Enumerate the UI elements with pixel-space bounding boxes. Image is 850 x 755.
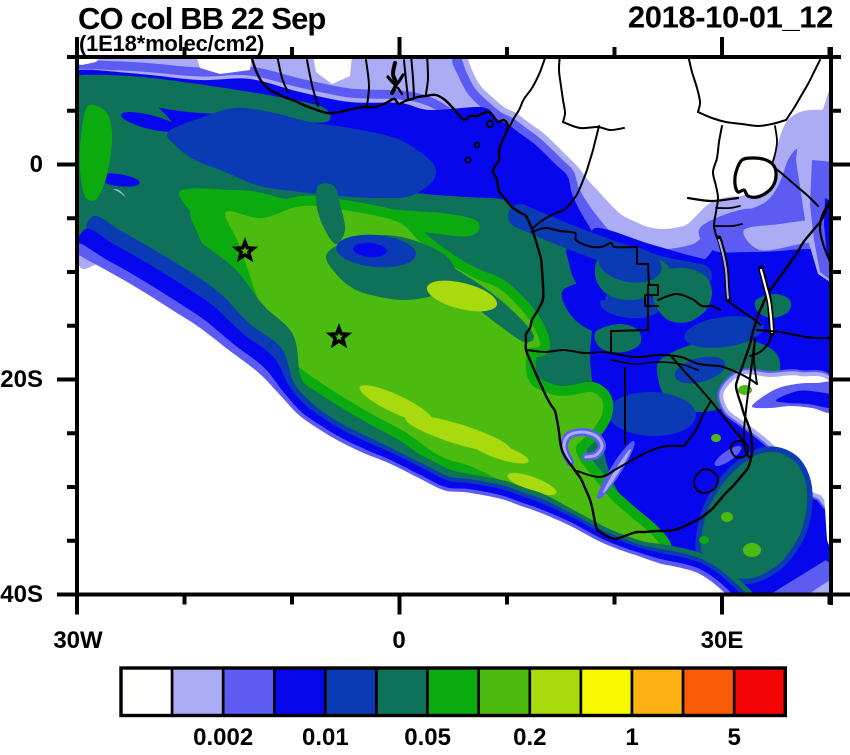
svg-text:0.002: 0.002 <box>193 724 253 750</box>
svg-text:5: 5 <box>728 724 741 750</box>
svg-text:0: 0 <box>392 627 405 654</box>
svg-text:0.05: 0.05 <box>404 724 451 750</box>
svg-text:40S: 40S <box>0 581 43 608</box>
svg-text:2018-10-01_12: 2018-10-01_12 <box>628 0 833 35</box>
svg-text:30E: 30E <box>701 627 744 654</box>
svg-text:1: 1 <box>625 724 638 750</box>
svg-text:20S: 20S <box>0 366 43 393</box>
svg-text:(1E18*molec/cm2): (1E18*molec/cm2) <box>79 31 264 56</box>
svg-text:0.01: 0.01 <box>302 724 349 750</box>
svg-text:30W: 30W <box>53 627 103 654</box>
svg-text:0.2: 0.2 <box>513 724 546 750</box>
svg-text:0: 0 <box>30 151 43 178</box>
svg-text:CO col BB 22 Sep: CO col BB 22 Sep <box>78 1 325 36</box>
